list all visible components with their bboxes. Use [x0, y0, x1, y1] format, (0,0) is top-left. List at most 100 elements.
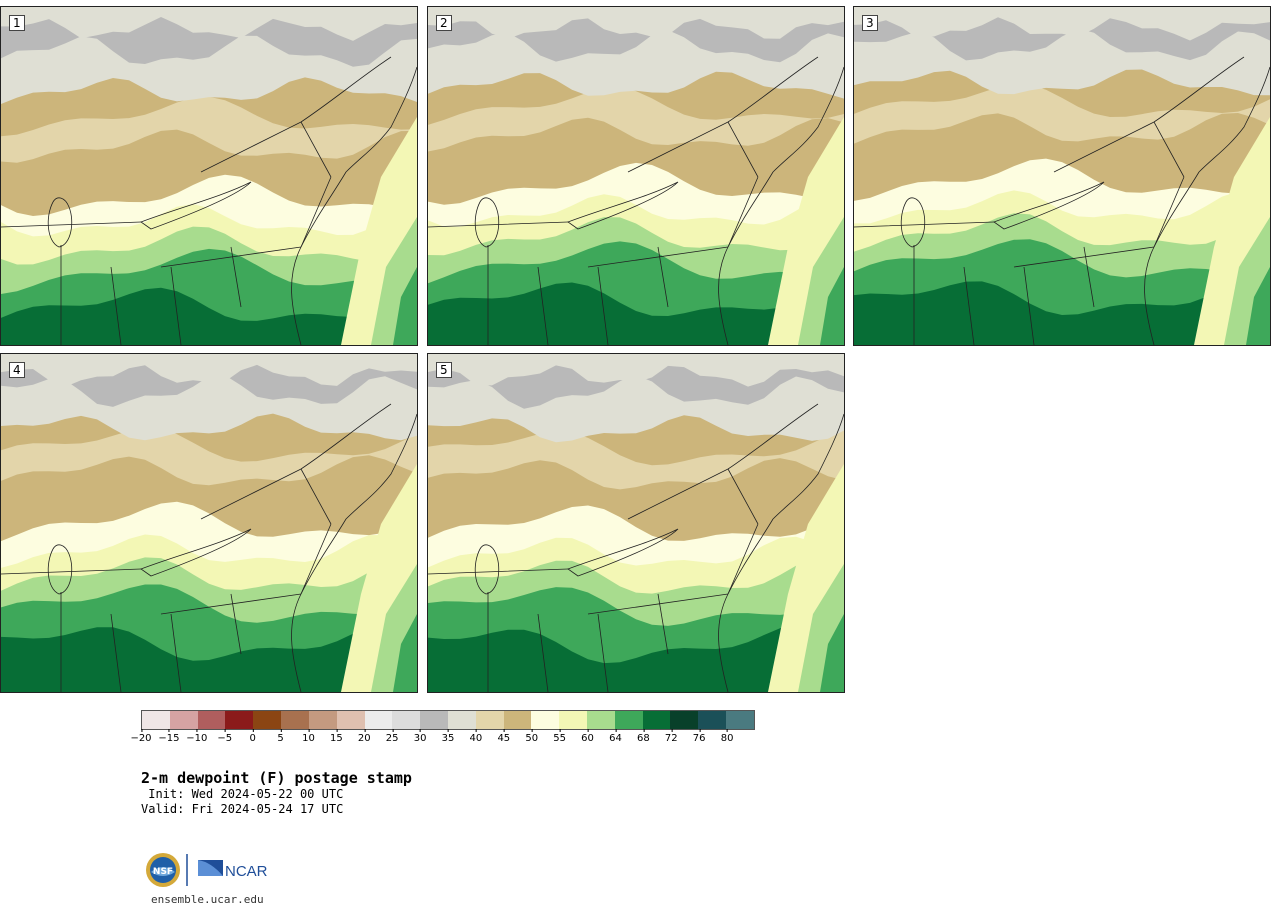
sponsor-logos: NSF NCAR: [145, 850, 275, 890]
state-borders: [428, 121, 759, 345]
colorbar-tick-label: −10: [186, 729, 208, 744]
dewpoint-band: [854, 7, 1270, 41]
colorbar-swatch: [587, 711, 615, 729]
dewpoint-band: [393, 614, 417, 692]
ncar-logo-icon: NCAR: [198, 860, 268, 880]
colorbar-tick-label: 68: [636, 729, 650, 744]
state-borders: [428, 468, 759, 692]
colorbar-tick-label: 20: [357, 729, 371, 744]
map-panel-4: 4: [0, 353, 418, 693]
colorbar-tick-label: 76: [692, 729, 706, 744]
colorbar-swatch: [253, 711, 282, 729]
colorbar-swatch: [447, 711, 476, 729]
colorbar-tick-label: −15: [158, 729, 180, 744]
colorbar: [141, 710, 755, 730]
panel-number: 4: [9, 362, 25, 378]
colorbar-swatch: [642, 711, 671, 729]
valid-time: Valid: Fri 2024-05-24 17 UTC: [141, 802, 344, 816]
colorbar-tick-label: 15: [329, 729, 343, 744]
lake-erie-outline: [993, 181, 1105, 230]
dewpoint-map: [854, 7, 1270, 345]
colorbar-tick-label: 5: [277, 729, 284, 744]
colorbar-swatch: [281, 711, 309, 729]
lake-erie-outline: [140, 528, 252, 577]
panel-number: 2: [436, 15, 452, 31]
lake-michigan-outline: [474, 544, 500, 595]
coastline: [718, 66, 844, 345]
dewpoint-band: [428, 7, 844, 39]
colorbar-tick-label: 25: [385, 729, 399, 744]
coastline: [291, 413, 417, 692]
dewpoint-band: [1, 354, 417, 387]
colorbar-swatch: [197, 711, 226, 729]
lake-michigan-outline: [900, 197, 926, 248]
init-time: Init: Wed 2024-05-22 00 UTC: [141, 787, 344, 801]
colorbar-swatch: [670, 711, 699, 729]
colorbar-swatch: [503, 711, 532, 729]
dewpoint-map: [428, 7, 844, 345]
colorbar-swatch: [336, 711, 365, 729]
coastline: [1144, 66, 1270, 345]
map-panel-5: 5: [427, 353, 845, 693]
colorbar-tick-label: −5: [217, 729, 233, 744]
dewpoint-band: [393, 267, 417, 345]
dewpoint-band: [820, 267, 844, 345]
dewpoint-map: [1, 354, 417, 692]
dewpoint-band: [820, 614, 844, 692]
colorbar-swatch: [559, 711, 587, 729]
colorbar-tick-label: 50: [525, 729, 539, 744]
coastline: [291, 66, 417, 345]
lake-erie-outline: [140, 181, 252, 230]
nsf-logo-icon: NSF: [146, 853, 180, 887]
nsf-logo-text: NSF: [153, 867, 173, 877]
colorbar-tick-label: 30: [413, 729, 427, 744]
colorbar-tick-label: 60: [581, 729, 594, 744]
colorbar-tick-label: 55: [553, 729, 566, 744]
panel-number: 1: [9, 15, 25, 31]
map-panel-2: 2: [427, 6, 845, 346]
lake-michigan-outline: [47, 544, 73, 595]
dewpoint-map: [1, 7, 417, 345]
dewpoint-band: [1, 7, 417, 41]
colorbar-tick-label: 45: [497, 729, 511, 744]
dewpoint-band: [428, 354, 844, 387]
dewpoint-band: [1246, 267, 1270, 345]
colorbar-ticks: −20 −15 −10 −5 0 5 10 15 20 25 30 35 40 45 50 55 60 64 68 7…: [130, 729, 755, 747]
colorbar-tick-label: 72: [664, 729, 678, 744]
colorbar-swatch: [142, 711, 170, 729]
state-borders: [854, 121, 1185, 345]
colorbar-tick-label: 64: [609, 729, 622, 744]
colorbar-swatch: [420, 711, 448, 729]
colorbar-tick-label: −20: [130, 729, 152, 744]
lake-erie-outline: [567, 181, 679, 230]
coastline: [718, 413, 844, 692]
colorbar-swatch: [169, 711, 198, 729]
colorbar-swatch: [614, 711, 643, 729]
panel-number: 5: [436, 362, 452, 378]
lake-erie-outline: [567, 528, 679, 577]
colorbar-tick-label: 0: [249, 729, 256, 744]
website-url[interactable]: ensemble.ucar.edu: [151, 893, 264, 906]
colorbar-swatch: [364, 711, 393, 729]
dewpoint-map: [428, 354, 844, 692]
lake-michigan-outline: [474, 197, 500, 248]
map-panel-3: 3: [853, 6, 1271, 346]
colorbar-tick-label: 35: [441, 729, 455, 744]
colorbar-tick-label: 10: [302, 729, 315, 744]
ncar-logo-text: NCAR: [225, 863, 268, 880]
panel-number: 3: [862, 15, 878, 31]
colorbar-tick-label: 40: [469, 729, 483, 744]
state-borders: [1, 468, 332, 692]
colorbar-swatch: [698, 711, 727, 729]
colorbar-swatch: [726, 711, 754, 729]
state-borders: [1, 121, 332, 345]
lake-michigan-outline: [47, 197, 73, 248]
colorbar-swatch: [225, 711, 254, 729]
colorbar-swatch: [308, 711, 337, 729]
map-panel-1: 1: [0, 6, 418, 346]
figure-title: 2-m dewpoint (F) postage stamp: [141, 769, 412, 787]
colorbar-swatch: [475, 711, 504, 729]
colorbar-swatch: [531, 711, 560, 729]
colorbar-swatch: [392, 711, 421, 729]
colorbar-tick-label: 80: [720, 729, 734, 744]
